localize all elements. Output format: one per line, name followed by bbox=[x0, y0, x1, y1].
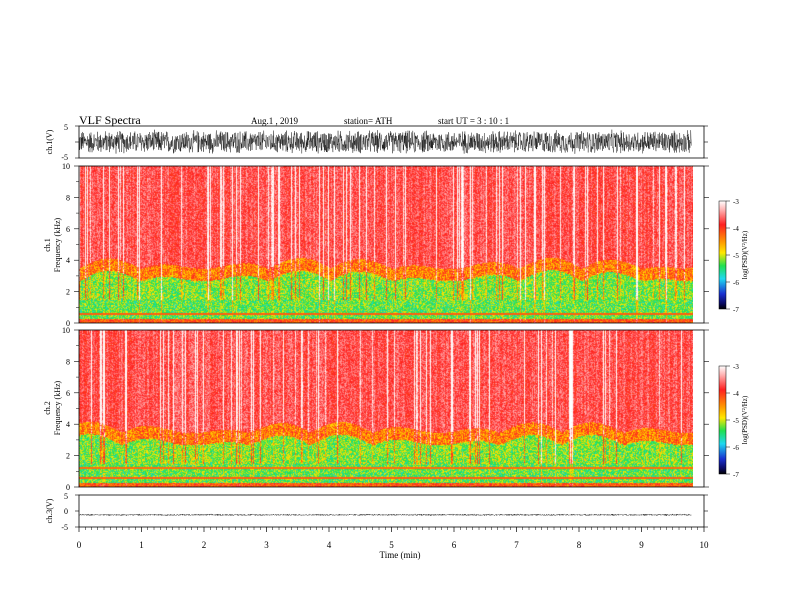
ch3-waveform-ticks bbox=[75, 494, 708, 528]
ch2-spectrogram-yticks: 0 2 4 6 8 10 bbox=[62, 326, 709, 492]
ch2-colorbar-ticks: -3 -4 -5 -6 -7 bbox=[726, 363, 739, 479]
ch1-colorbar: -3 -4 -5 -6 -7 log(PSD)(V²/Hz) bbox=[718, 198, 749, 314]
ch2-spectrogram-ylabel-frequency: Frequency (kHz) bbox=[53, 380, 62, 435]
time-tick-label: 4 bbox=[327, 540, 332, 550]
time-axis: 0 1 2 3 4 5 6 7 8 9 10 bbox=[77, 527, 709, 550]
ch1-spectrogram-image bbox=[79, 166, 693, 323]
ch3-waveform-panel: 5 0 -5 ch.3(V) bbox=[45, 492, 708, 532]
time-tick-label: 0 bbox=[77, 540, 82, 550]
freq-tick-label: 10 bbox=[62, 162, 70, 171]
colorbar-tick-label: -3 bbox=[733, 363, 739, 371]
ch2-spectrogram-ylabel-channel: ch.2 bbox=[43, 401, 52, 415]
freq-tick-label: 4 bbox=[66, 256, 70, 265]
time-tick-label: 6 bbox=[452, 540, 457, 550]
time-tick-label: 7 bbox=[514, 540, 519, 550]
ch2-spectrogram-image bbox=[79, 330, 693, 487]
colorbar-tick-label: -3 bbox=[733, 198, 739, 206]
ch1-waveform-trace bbox=[78, 129, 692, 154]
freq-tick-label: 8 bbox=[66, 357, 70, 366]
colorbar-tick-label: -5 bbox=[733, 252, 739, 260]
freq-tick-label: 2 bbox=[66, 288, 70, 297]
colorbar-tick-label: -4 bbox=[733, 225, 739, 233]
time-tick-label: 2 bbox=[202, 540, 207, 550]
time-tick-label: 8 bbox=[577, 540, 582, 550]
colorbar-tick-label: -6 bbox=[733, 279, 739, 287]
ch1-spectrogram-ylabel-frequency: Frequency (kHz) bbox=[53, 217, 62, 272]
ch1-spectrogram-yticks: 0 2 4 6 8 10 bbox=[62, 162, 709, 328]
ch1-spectrogram-ylabel-channel: ch.1 bbox=[43, 238, 52, 252]
freq-tick-label: 10 bbox=[62, 326, 70, 335]
ch1-colorbar-ticks: -3 -4 -5 -6 -7 bbox=[726, 198, 739, 314]
ch3-waveform-trace bbox=[78, 513, 692, 517]
ch1-waveform-ylabel: ch.1(V) bbox=[45, 129, 54, 154]
ch1-colorbar-gradient bbox=[718, 200, 727, 310]
ch1-ytick-top: 5 bbox=[64, 123, 68, 132]
ch2-colorbar-label: log(PSD)(V²/Hz) bbox=[741, 395, 749, 444]
ch1-spectrogram-panel: 0 2 4 6 8 10 ch.1 Frequency (kHz) bbox=[43, 162, 709, 328]
chart-title: VLF Spectra bbox=[79, 113, 141, 127]
ch3-waveform-frame bbox=[78, 494, 705, 528]
ch3-ytick-middle: 0 bbox=[64, 507, 68, 516]
freq-tick-label: 2 bbox=[66, 452, 70, 461]
time-tick-label: 5 bbox=[389, 540, 394, 550]
freq-tick-label: 8 bbox=[66, 193, 70, 202]
time-tick-label: 1 bbox=[139, 540, 144, 550]
colorbar-tick-label: -4 bbox=[733, 390, 739, 398]
ch1-waveform-panel: 5 -5 ch.1(V) bbox=[45, 123, 708, 162]
ch2-spectrogram-panel: 0 2 4 6 8 10 ch.2 Frequency (kHz) bbox=[43, 326, 709, 492]
ch3-waveform-ylabel: ch.3(V) bbox=[45, 498, 54, 523]
ch3-ytick-top: 5 bbox=[64, 492, 68, 501]
time-axis-label: Time (min) bbox=[380, 550, 421, 560]
freq-tick-label: 0 bbox=[66, 483, 70, 492]
freq-tick-label: 6 bbox=[66, 225, 70, 234]
freq-tick-label: 4 bbox=[66, 420, 70, 429]
colorbar-tick-label: -7 bbox=[733, 306, 739, 314]
start-time-label: start UT = 3 : 10 : 1 bbox=[438, 116, 509, 126]
ch1-colorbar-label: log(PSD)(V²/Hz) bbox=[741, 230, 749, 279]
waveform-line bbox=[78, 513, 692, 517]
time-tick-label: 3 bbox=[264, 540, 269, 550]
ch3-ytick-bottom: -5 bbox=[61, 523, 68, 532]
time-tick-label: 9 bbox=[639, 540, 644, 550]
ch2-colorbar-gradient bbox=[718, 365, 727, 475]
time-tick-label: 10 bbox=[700, 540, 710, 550]
freq-tick-label: 6 bbox=[66, 389, 70, 398]
colorbar-tick-label: -7 bbox=[733, 471, 739, 479]
ch2-colorbar: -3 -4 -5 -6 -7 log(PSD)(V²/Hz) bbox=[718, 363, 749, 479]
station-label: station= ATH bbox=[344, 116, 393, 126]
waveform-line bbox=[78, 129, 692, 154]
date-label: Aug.1 , 2019 bbox=[251, 116, 298, 126]
ch1-waveform-ticks bbox=[75, 125, 708, 159]
ch1-ytick-bottom: -5 bbox=[61, 153, 68, 162]
colorbar-tick-label: -6 bbox=[733, 444, 739, 452]
freq-tick-label: 0 bbox=[66, 319, 70, 328]
ch1-waveform-frame bbox=[78, 125, 705, 159]
colorbar-tick-label: -5 bbox=[733, 417, 739, 425]
